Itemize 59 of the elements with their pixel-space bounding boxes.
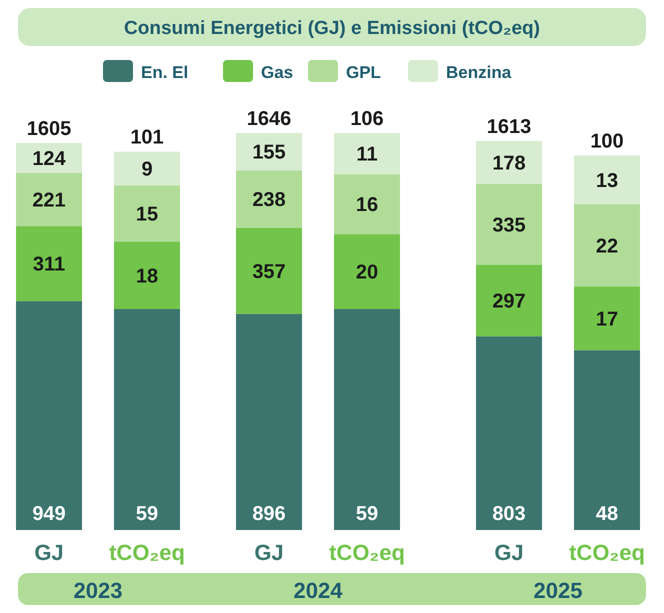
data-label: 155 [252,142,286,164]
bar [574,204,640,287]
legend-label: Gas [261,63,294,82]
data-label: 11 [356,144,378,166]
bar [114,185,180,242]
data-label: 124 [32,148,67,170]
total-label: 101 [130,126,164,149]
bar [16,226,82,302]
total-label: 106 [350,108,384,130]
data-label: 803 [492,503,526,525]
x-tick-label: GJ [494,540,524,565]
data-label: 17 [596,308,618,330]
data-label: 59 [136,503,158,525]
data-label: 48 [596,503,618,525]
data-label: 9 [141,158,153,181]
data-label: 297 [492,290,526,313]
bar [114,152,180,186]
legend-label: Benzina [446,63,512,82]
legend-label: GPL [346,63,381,82]
x-tick-label: GJ [254,540,284,565]
legend-label: En. El [141,63,188,82]
text: 2023 [74,578,122,603]
data-label: 238 [252,189,286,212]
data-label: 221 [32,189,66,212]
data-label: 357 [252,260,286,283]
bar [476,264,542,336]
bar [16,172,82,226]
total-label: 1646 [246,108,292,130]
data-label: 949 [32,503,66,525]
data-label: 20 [356,262,378,284]
data-label: 59 [356,503,378,525]
chart-title: Consumi Energetici (GJ) e Emissioni (tCO₂eq) [124,18,540,39]
bar [574,286,640,350]
data-label: 311 [32,254,66,276]
total-label: 100 [590,130,624,152]
x-tick-label: tCO₂eq [329,540,405,565]
bar [574,155,640,204]
data-label: 15 [136,204,158,226]
data-label: 335 [492,214,526,236]
data-label: 13 [596,170,618,192]
bar [114,242,180,310]
data-label: 16 [356,194,378,216]
x-tick-label: tCO₂eq [569,540,645,565]
text: 2024 [294,578,344,603]
bar [16,301,82,530]
text: 2025 [534,578,582,603]
x-tick-label: tCO₂eq [109,540,185,565]
bar [476,336,542,530]
x-tick-label: GJ [34,540,64,565]
bar [574,350,640,530]
bar [114,309,180,530]
total-label: 1613 [486,116,532,138]
data-label: 896 [252,503,286,525]
data-label: 22 [596,235,618,258]
bar [476,184,542,265]
bar [476,140,542,184]
data-label: 18 [136,265,158,288]
data-label: 178 [492,152,526,174]
total-label: 1605 [26,118,72,140]
